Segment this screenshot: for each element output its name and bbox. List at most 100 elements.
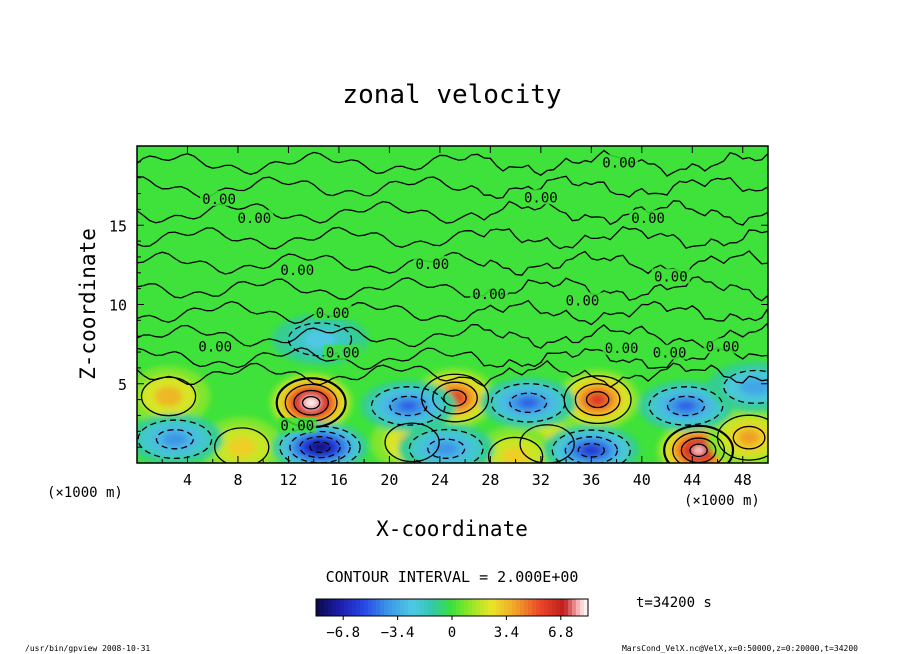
colorbar-segment-4	[332, 599, 337, 616]
colorbar-segment-50	[516, 599, 521, 616]
colorbar-segment-35	[456, 599, 461, 616]
colorbar-segment-17	[384, 599, 389, 616]
colorbar-segment-59	[552, 599, 557, 616]
colorbar-segment-41	[480, 599, 485, 616]
contour-label-11: 0.00	[602, 155, 636, 171]
colorbar-segment-0	[316, 599, 321, 616]
colorbar-segment-52	[524, 599, 529, 616]
colorbar-segment-51	[520, 599, 525, 616]
colorbar-segment-55	[536, 599, 541, 616]
contour-label-bg-9	[521, 189, 560, 205]
x-tick-label-44: 44	[683, 471, 701, 489]
contour-core-5-0	[716, 414, 768, 461]
field-core-18-level-2	[304, 330, 336, 348]
colorbar-segment-18	[388, 599, 393, 616]
x-tick-label-40: 40	[633, 471, 651, 489]
zero-contour-0	[137, 149, 768, 177]
contour-core-18-0	[287, 322, 353, 357]
contour-core-4-1	[672, 431, 726, 463]
field-core-11-level-3	[162, 432, 187, 446]
field-core-0-level-2	[154, 386, 183, 407]
x-tick-label-48: 48	[734, 471, 752, 489]
colorbar-segment-49	[512, 599, 517, 616]
field-core-16-level-3	[434, 442, 459, 456]
contour-core-12-0	[370, 386, 446, 426]
field-core-4-level-6	[692, 446, 705, 455]
colorbar-segment-44	[492, 599, 497, 616]
plot-area: 0.000.000.000.000.00 0.000.000.000.000.00…	[137, 146, 768, 463]
y-axis: 5 10 15	[109, 161, 768, 448]
contour-label-12: 0.00	[631, 211, 665, 227]
colorbar-segment-65	[576, 599, 581, 616]
zero-contour-6	[137, 299, 768, 326]
x-tick-label-16: 16	[330, 471, 348, 489]
zero-contour-4	[137, 250, 768, 276]
contour-core-2-2	[443, 389, 467, 407]
colorbar-segment-64	[572, 599, 577, 616]
x-tick-label-4: 4	[183, 471, 192, 489]
contour-label-bg-8	[470, 285, 509, 301]
x-axis-label: X-coordinate	[376, 517, 528, 541]
x-tick-label-28: 28	[481, 471, 499, 489]
colorbar-segment-14	[372, 599, 377, 616]
colorbar-segment-36	[460, 599, 465, 616]
colorbar-segment-13	[368, 599, 373, 616]
zero-contour-2	[137, 200, 768, 226]
colorbar-segment-15	[376, 599, 381, 616]
colorbar-segment-32	[444, 599, 449, 616]
colorbar-segment-23	[408, 599, 413, 616]
zero-contour-3	[137, 226, 768, 250]
contour-label-bg-7	[413, 255, 452, 271]
colorbar-segment-34	[452, 599, 457, 616]
contour-label-bg-2	[278, 262, 317, 278]
contour-label-14: 0.00	[605, 341, 639, 357]
field-core-9-level-2	[227, 437, 256, 458]
y-tick-label-15: 15	[109, 217, 127, 235]
contour-core-1-2	[293, 389, 330, 416]
colorbar-segment-26	[420, 599, 425, 616]
contour-label-bg-3	[313, 305, 352, 321]
contour-label-13: 0.00	[654, 270, 688, 286]
colorbar-segment-43	[488, 599, 493, 616]
zero-contour-7	[137, 322, 768, 350]
contour-labels: 0.000.000.000.000.00 0.000.000.000.000.00…	[196, 154, 742, 435]
contour-core-15-0	[551, 429, 631, 463]
y-tick-label-5: 5	[118, 376, 127, 394]
contour-core-17-0	[723, 369, 768, 404]
contour-label-9: 0.00	[524, 190, 558, 206]
colorbar-tick-label-1: −3.4	[381, 625, 415, 641]
contour-label-bg-14	[602, 339, 641, 355]
contour-label-16: 0.00	[706, 339, 740, 355]
colorbar-segment-3	[328, 599, 333, 616]
colorbar-segment-62	[564, 599, 569, 616]
colorbar-segment-60	[556, 599, 561, 616]
x-tick-label-24: 24	[431, 471, 449, 489]
colorbar-segment-40	[476, 599, 481, 616]
time-label: t=34200 s	[636, 595, 712, 611]
contour-core-11-0	[137, 419, 213, 460]
colorbar-segment-38	[468, 599, 473, 616]
contour-label-4: 0.00	[198, 339, 232, 355]
colorbar-segment-45	[496, 599, 501, 616]
field-core-5-level-3	[738, 430, 760, 446]
x-unit-label: (×1000 m)	[684, 493, 760, 509]
x-tick-label-36: 36	[582, 471, 600, 489]
field-core-3-level-4	[589, 393, 606, 406]
contour-label-bg-6	[278, 417, 317, 433]
zero-contour-9	[137, 360, 768, 389]
contour-core-3-0	[563, 375, 632, 425]
contour-label-6: 0.00	[280, 419, 314, 435]
contour-core-10-0	[279, 425, 361, 463]
contour-core-3-2	[585, 391, 610, 409]
colorbar-segment-25	[416, 599, 421, 616]
contour-label-7: 0.00	[415, 257, 449, 273]
contour-core-10-1	[289, 430, 351, 463]
contour-core-15-1	[564, 436, 618, 463]
colorbar-segment-16	[380, 599, 385, 616]
colorbar-segment-10	[356, 599, 361, 616]
colorbar-segment-22	[404, 599, 409, 616]
colorbar-segment-24	[412, 599, 417, 616]
colorbar-segment-1	[320, 599, 325, 616]
contour-core-3-1	[574, 383, 621, 417]
